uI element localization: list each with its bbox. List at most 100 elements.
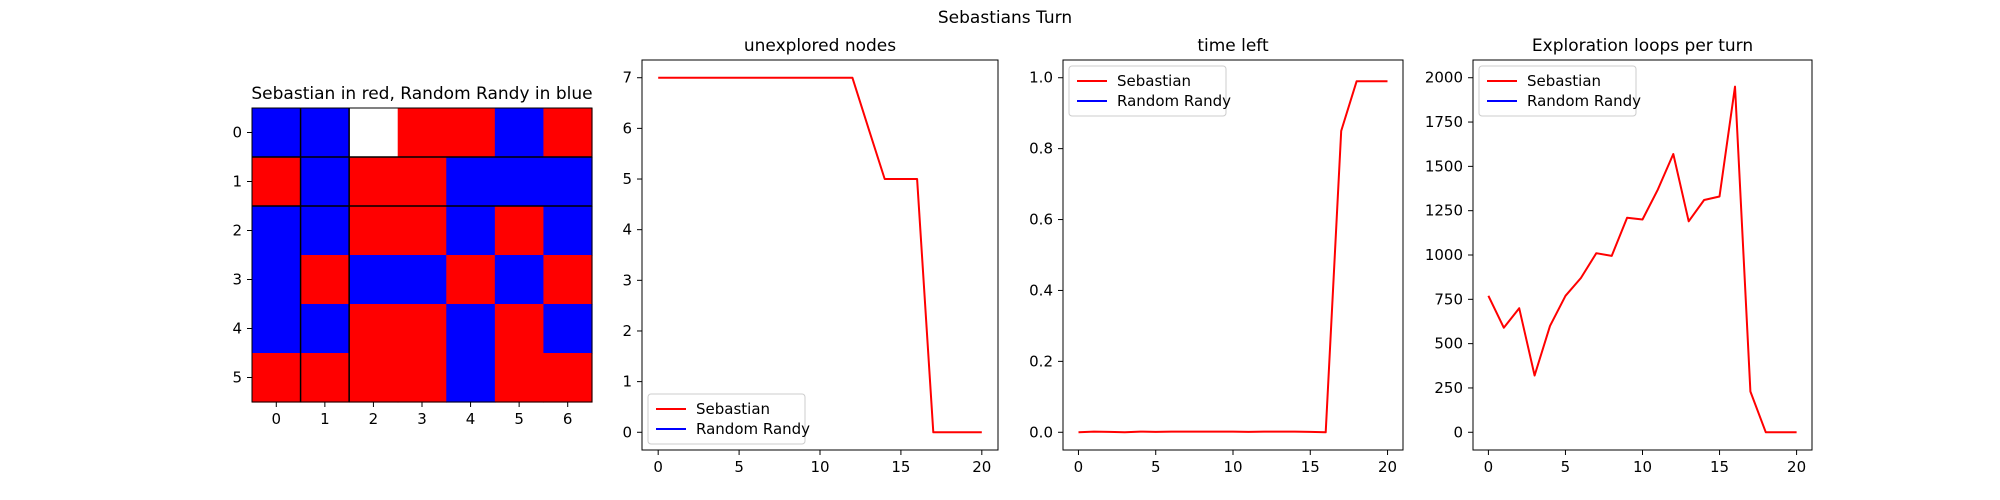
legend-label: Random Randy <box>1527 92 1641 110</box>
x-tick-label: 10 <box>810 458 829 476</box>
y-tick-label: 1000 <box>1425 246 1463 264</box>
y-tick-label: 5 <box>232 369 242 387</box>
y-tick-label: 4 <box>232 320 242 338</box>
y-tick-label: 500 <box>1434 335 1463 353</box>
plot-area <box>1472 59 1813 451</box>
grid-cell <box>252 108 302 158</box>
x-tick-label: 10 <box>1633 458 1652 476</box>
grid-cell <box>300 353 350 403</box>
legend-label: Random Randy <box>696 420 810 438</box>
legend: Sebastian Random Randy <box>1068 65 1231 117</box>
grid-cell <box>543 304 593 354</box>
grid-cell <box>543 255 593 305</box>
grid-cell <box>349 206 399 256</box>
legend: Sebastian Random Randy <box>647 393 810 445</box>
series-line-sebastian <box>1078 80 1388 434</box>
y-tick-label: 7 <box>622 69 632 87</box>
grid-cell <box>300 206 350 256</box>
y-tick-label: 0.2 <box>1029 352 1053 370</box>
x-tick-label: 3 <box>417 410 427 428</box>
line-panel: 0 5 10 15 20 0.0 0.2 0.4 0.6 0.8 1.0 time left Sebas… <box>1029 36 1404 476</box>
legend: Sebastian Random Randy <box>1478 65 1641 117</box>
series-line-sebastian <box>658 76 982 434</box>
legend-box <box>1068 65 1227 117</box>
y-tick-label: 3 <box>232 271 242 289</box>
x-tick-label: 0 <box>1484 458 1494 476</box>
line-panel: 0 5 10 15 20 0 1 2 3 4 5 6 7 unexplored nodes Sebastia… <box>622 36 999 476</box>
legend-box <box>647 393 806 445</box>
y-tick-label: 1250 <box>1425 202 1463 220</box>
grid-cell <box>252 353 302 403</box>
y-tick-label: 750 <box>1434 290 1463 308</box>
grid-cell <box>494 353 545 403</box>
grid-cell <box>252 304 302 354</box>
plot-area <box>1062 59 1404 451</box>
grid-cell <box>494 108 545 158</box>
panel-title: time left <box>1197 36 1269 56</box>
grid-cell <box>300 255 350 305</box>
grid-cell <box>349 108 399 158</box>
grid-cell <box>349 157 399 207</box>
y-tick-label: 6 <box>622 119 632 137</box>
x-tick-label: 15 <box>1710 458 1729 476</box>
figure-title: Sebastians Turn <box>938 8 1072 28</box>
y-tick-label: 0.0 <box>1029 423 1053 441</box>
grid-cell <box>397 206 447 256</box>
grid-cell <box>446 353 496 403</box>
grid-cell <box>349 255 399 305</box>
y-tick-label: 0 <box>232 124 242 142</box>
line-panel: 0 5 10 15 20 0 250 500 750 1000 1250 1500 1750 2000 Ex… <box>1425 36 1813 476</box>
grid-cell <box>300 108 350 158</box>
grid-cell <box>446 108 496 158</box>
grid-cell <box>349 304 399 354</box>
grid-cell <box>446 255 496 305</box>
grid-cell <box>252 157 302 207</box>
grid-cell <box>543 108 593 158</box>
grid-cell <box>494 206 545 256</box>
y-tick-label: 3 <box>622 271 632 289</box>
x-tick-label: 2 <box>369 410 379 428</box>
y-tick-label: 0 <box>622 423 632 441</box>
y-tick-label: 1 <box>232 173 242 191</box>
y-tick-label: 2 <box>232 222 242 240</box>
x-tick-label: 0 <box>272 410 282 428</box>
grid-cell <box>543 206 593 256</box>
legend-label: Sebastian <box>696 400 770 418</box>
x-tick-label: 5 <box>1151 458 1161 476</box>
panel-title: Exploration loops per turn <box>1532 36 1753 56</box>
y-tick-label: 1500 <box>1425 157 1463 175</box>
grid-cell <box>494 157 545 207</box>
grid-cell <box>397 157 447 207</box>
panel-title: Sebastian in red, Random Randy in blue <box>251 84 592 104</box>
grid-panel: 0 1 2 3 4 5 6 0 1 2 3 4 5 Sebastian in red, Random Ra… <box>232 84 592 428</box>
y-tick-label: 4 <box>622 221 632 239</box>
x-tick-label: 0 <box>1074 458 1084 476</box>
x-tick-label: 6 <box>563 410 573 428</box>
grid-cell <box>252 255 302 305</box>
y-tick-label: 2 <box>622 322 632 340</box>
y-tick-label: 1 <box>622 373 632 391</box>
x-tick-label: 0 <box>653 458 663 476</box>
grid-cell <box>397 255 447 305</box>
x-tick-label: 20 <box>1378 458 1397 476</box>
y-tick-label: 1.0 <box>1029 69 1053 87</box>
y-tick-label: 250 <box>1434 379 1463 397</box>
x-tick-label: 15 <box>891 458 910 476</box>
legend-label: Sebastian <box>1527 72 1601 90</box>
plot-area <box>641 59 999 451</box>
legend-label: Random Randy <box>1117 92 1231 110</box>
y-tick-label: 0 <box>1453 423 1463 441</box>
x-tick-label: 5 <box>514 410 524 428</box>
grid-cell <box>397 304 447 354</box>
y-tick-label: 0.6 <box>1029 211 1053 229</box>
grid-cell <box>446 157 496 207</box>
series-line-sebastian <box>1487 85 1797 434</box>
y-tick-label: 0.8 <box>1029 140 1053 158</box>
grid-cell <box>252 206 302 256</box>
x-tick-label: 15 <box>1301 458 1320 476</box>
y-tick-label: 0.4 <box>1029 281 1053 299</box>
x-tick-label: 5 <box>734 458 744 476</box>
grid-cell <box>349 353 399 403</box>
panel-title: unexplored nodes <box>744 36 896 56</box>
